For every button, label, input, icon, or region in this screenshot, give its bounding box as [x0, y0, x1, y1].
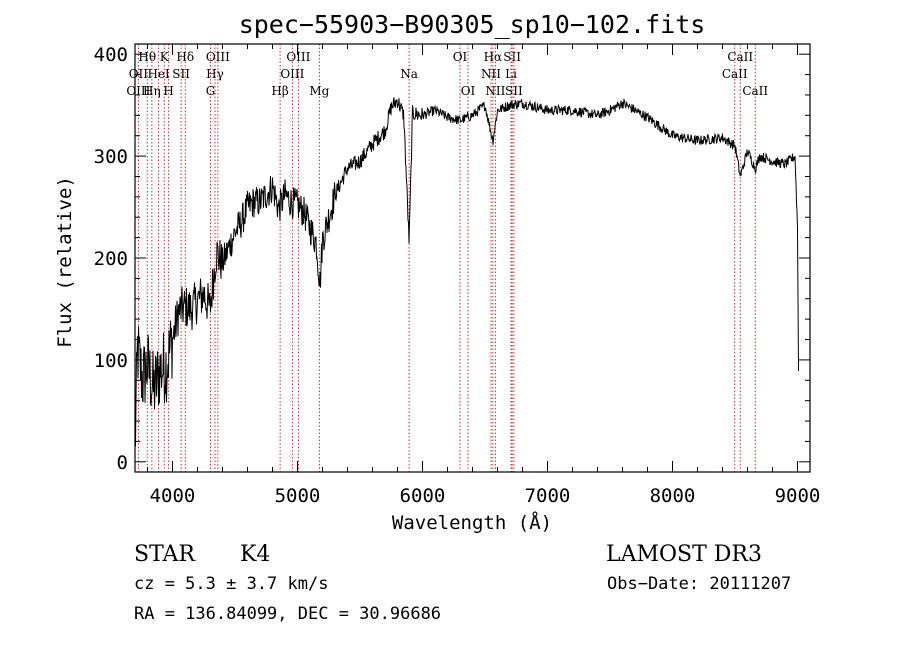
object-subclass: K4: [240, 542, 270, 567]
spectral-line-label: CaII: [727, 50, 753, 64]
spectrum-series-line: [134, 97, 799, 447]
spectral-line-label: OIII: [206, 50, 230, 64]
spectral-line-label: OIII: [280, 67, 304, 81]
spectral-line-label: OI: [461, 84, 476, 98]
spectral-line-label: Hδ: [176, 50, 194, 64]
spectral-line-label: Hγ: [206, 67, 224, 81]
y-tick-label: 400: [94, 44, 128, 66]
x-tick-label: 5000: [275, 485, 321, 507]
y-tick-label: 100: [94, 350, 128, 372]
spectral-line-label: NII: [485, 84, 505, 98]
survey-name: LAMOST DR3: [606, 542, 762, 567]
spectral-line-label: SII: [505, 84, 523, 98]
spectral-line-label: SII: [172, 67, 190, 81]
chart-title: spec−55903−B90305_sp10−102.fits: [239, 10, 706, 39]
x-tick-label: 8000: [650, 485, 696, 507]
spectral-line-label: CaII: [742, 84, 768, 98]
spectral-line-label: HeI: [147, 67, 170, 81]
spectral-line-label: SII: [503, 50, 521, 64]
spectral-line-label: Hα: [484, 50, 503, 64]
y-axis-label: Flux (relative): [54, 176, 76, 348]
spectral-line-label: Hβ: [271, 84, 288, 98]
x-tick-label: 9000: [775, 485, 821, 507]
x-tick-label: 4000: [150, 485, 196, 507]
spectral-line-label: OIII: [126, 84, 150, 98]
x-tick-label: 6000: [400, 485, 446, 507]
spectral-line-label: NII: [481, 67, 501, 81]
spectral-line-label: OIII: [286, 50, 310, 64]
y-tick-label: 300: [94, 146, 128, 168]
spectral-line-label: Li: [505, 67, 517, 81]
spectral-line-label: H: [163, 84, 173, 98]
y-tick-label: 200: [94, 248, 128, 270]
spectral-line-markers: Hθ OII OIII K HeI Hη Hδ SII H OIII Hγ G OIII OIII Hβ Mg…: [126, 44, 768, 472]
observation-date: Obs−Date: 20111207: [607, 574, 791, 594]
x-tick-label: 7000: [525, 485, 571, 507]
axis-ticks: 4000 5000 6000 7000 8000 9000 0 100 200 300 400: [94, 44, 821, 507]
spectral-line-label: G: [206, 84, 216, 98]
plot-frame: [134, 43, 811, 473]
spectral-line-label: OI: [453, 50, 468, 64]
spectral-line-label: Hθ: [138, 50, 156, 64]
y-tick-label: 0: [117, 452, 128, 474]
coordinates: RA = 136.84099, DEC = 30.96686: [134, 604, 441, 624]
spectral-line-label: Hη: [143, 84, 161, 98]
spectral-line-label: K: [160, 50, 170, 64]
object-class: STAR: [134, 542, 196, 567]
spectral-line-label: Na: [400, 67, 418, 81]
spectral-line-label: CaII: [722, 67, 748, 81]
x-axis-label: Wavelength (Å): [392, 511, 552, 534]
spectral-line-label: Mg: [309, 84, 329, 98]
spectral-line-label: OII: [129, 67, 149, 81]
redshift-cz: cz = 5.3 ± 3.7 km/s: [134, 574, 328, 594]
